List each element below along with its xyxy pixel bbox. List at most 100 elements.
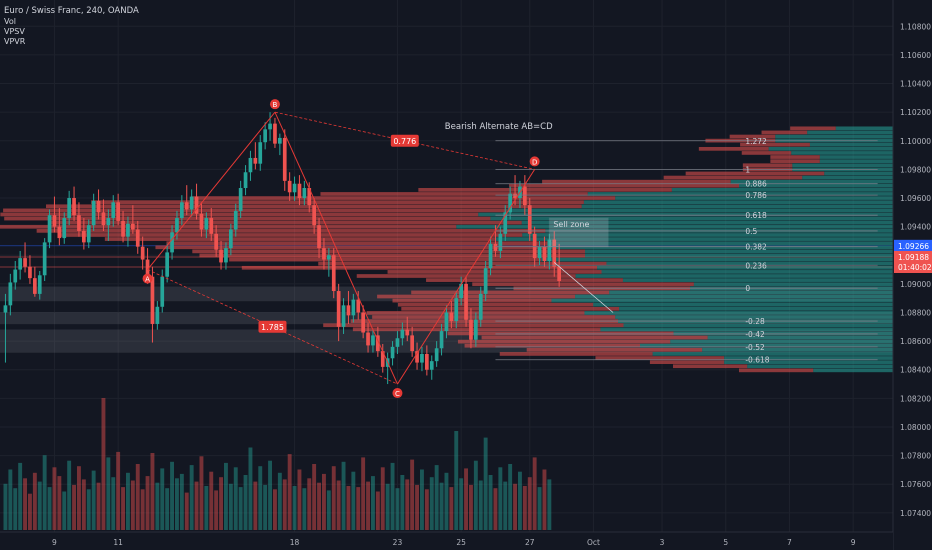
vp-bar-sell (155, 245, 549, 250)
volume-bar (204, 486, 209, 530)
price-tick: 1.10600 (900, 51, 931, 60)
vp-bar-buy (809, 142, 893, 147)
volume-bar (493, 488, 498, 530)
candle-body (508, 193, 512, 213)
vp-bar-sell (595, 356, 725, 360)
fib-label: 1.272 (745, 137, 767, 146)
candle-body (243, 172, 248, 189)
candle-body (361, 312, 365, 333)
pattern-point-badge (529, 156, 540, 167)
vp-bar-buy (724, 356, 893, 360)
candle-body (18, 258, 22, 270)
candle-body (184, 202, 189, 210)
price-tick: 1.09000 (900, 280, 931, 289)
vp-bar-buy (768, 146, 893, 151)
time-tick: Oct (587, 538, 600, 547)
price-badge (894, 260, 932, 273)
volume-bar (297, 469, 302, 530)
vp-bar-sell (323, 323, 624, 328)
candle-body (434, 348, 439, 362)
vp-bar-sell (241, 265, 598, 270)
candle-body (322, 248, 326, 260)
candle-body (523, 186, 527, 206)
fib-label: -0.42 (745, 330, 765, 339)
vp-bar-buy (673, 331, 893, 336)
candle-body (292, 183, 297, 193)
vp-bar-buy (541, 257, 893, 262)
vp-bar-sell (464, 343, 640, 348)
vp-bar-buy (494, 237, 893, 241)
harmonic-pattern[interactable]: 0.776 1.785 Bearish Alternate AB=CD A B C D (142, 99, 554, 399)
volume-bar (518, 471, 522, 530)
candle-body (165, 252, 169, 277)
pattern-point-badge (392, 388, 403, 399)
candle-body (13, 269, 18, 283)
volume-bar (13, 488, 18, 530)
vp-bar-sell (372, 315, 616, 319)
vp-bar-buy (707, 335, 893, 340)
volume-bar (8, 469, 13, 530)
volume-bar (317, 482, 321, 530)
vp-bar-buy (791, 151, 893, 155)
volume-bar (28, 493, 32, 530)
candle-body (140, 246, 145, 260)
candle-body (459, 283, 463, 299)
candle-body (116, 202, 120, 221)
vp-bar-sell (418, 188, 672, 192)
fib-label: 0.382 (745, 243, 767, 252)
time-tick: 3 (660, 538, 665, 547)
candle-body (439, 331, 444, 349)
volume-bar (150, 453, 155, 530)
volume-bar (385, 483, 390, 530)
candle-body (258, 142, 263, 164)
candle-body (351, 299, 356, 316)
candle-body (493, 243, 498, 251)
fib-levels[interactable]: 1.272 1 0.886 0.786 0.618 0.5 0.382 0.236 0 -0.28… (495, 137, 878, 365)
volume-bar (469, 484, 473, 530)
candle-body (400, 329, 405, 339)
vp-bar-buy (600, 327, 893, 332)
vp-bar-buy (609, 290, 893, 295)
volume-bar (18, 462, 23, 530)
volume-bar (405, 479, 410, 530)
indicator-vpvr[interactable]: VPVR (4, 37, 26, 46)
price-axis[interactable]: 1.10800 1.10600 1.10400 1.10200 1.10000 1.098… (892, 0, 932, 550)
candle-body (287, 180, 292, 193)
volume-bar (542, 469, 547, 530)
volume-bar (498, 467, 503, 530)
volume-bar (331, 466, 336, 530)
candle-body (478, 293, 483, 320)
candle-body (405, 329, 410, 336)
candle-body (263, 129, 267, 143)
volume-bar (62, 491, 67, 530)
candle-body (429, 361, 434, 370)
indicator-vpsv[interactable]: VPSV (4, 27, 25, 36)
candle-body (268, 123, 272, 130)
candle-body (204, 218, 209, 230)
vp-bar-sell (770, 155, 820, 159)
price-tick: 1.07600 (900, 480, 931, 489)
time-axis[interactable]: 91118232527Oct357914161921 (0, 531, 932, 550)
volume-bar (42, 455, 47, 530)
candle-body (214, 233, 218, 250)
vp-bar-sell (104, 237, 495, 241)
indicator-vol[interactable]: Vol (4, 17, 16, 26)
vp-bar-sell (377, 294, 576, 299)
price-tick: 1.07800 (900, 452, 931, 461)
volume-bar (199, 456, 204, 530)
vp-bar-buy (724, 360, 893, 364)
volume-bar (91, 470, 96, 530)
vp-bar-buy (747, 364, 893, 369)
vp-bar-buy (548, 245, 893, 250)
volume-bar (282, 479, 287, 530)
candle-body (229, 229, 233, 249)
ratio-badge (390, 134, 419, 147)
time-tick: 9 (52, 538, 57, 547)
price-badge (894, 239, 932, 252)
vp-bar-buy (593, 302, 893, 307)
fib-label: 0.886 (745, 180, 767, 189)
vp-bar-buy (652, 352, 893, 356)
candle-body (209, 218, 214, 234)
vp-bar-buy (490, 216, 893, 221)
